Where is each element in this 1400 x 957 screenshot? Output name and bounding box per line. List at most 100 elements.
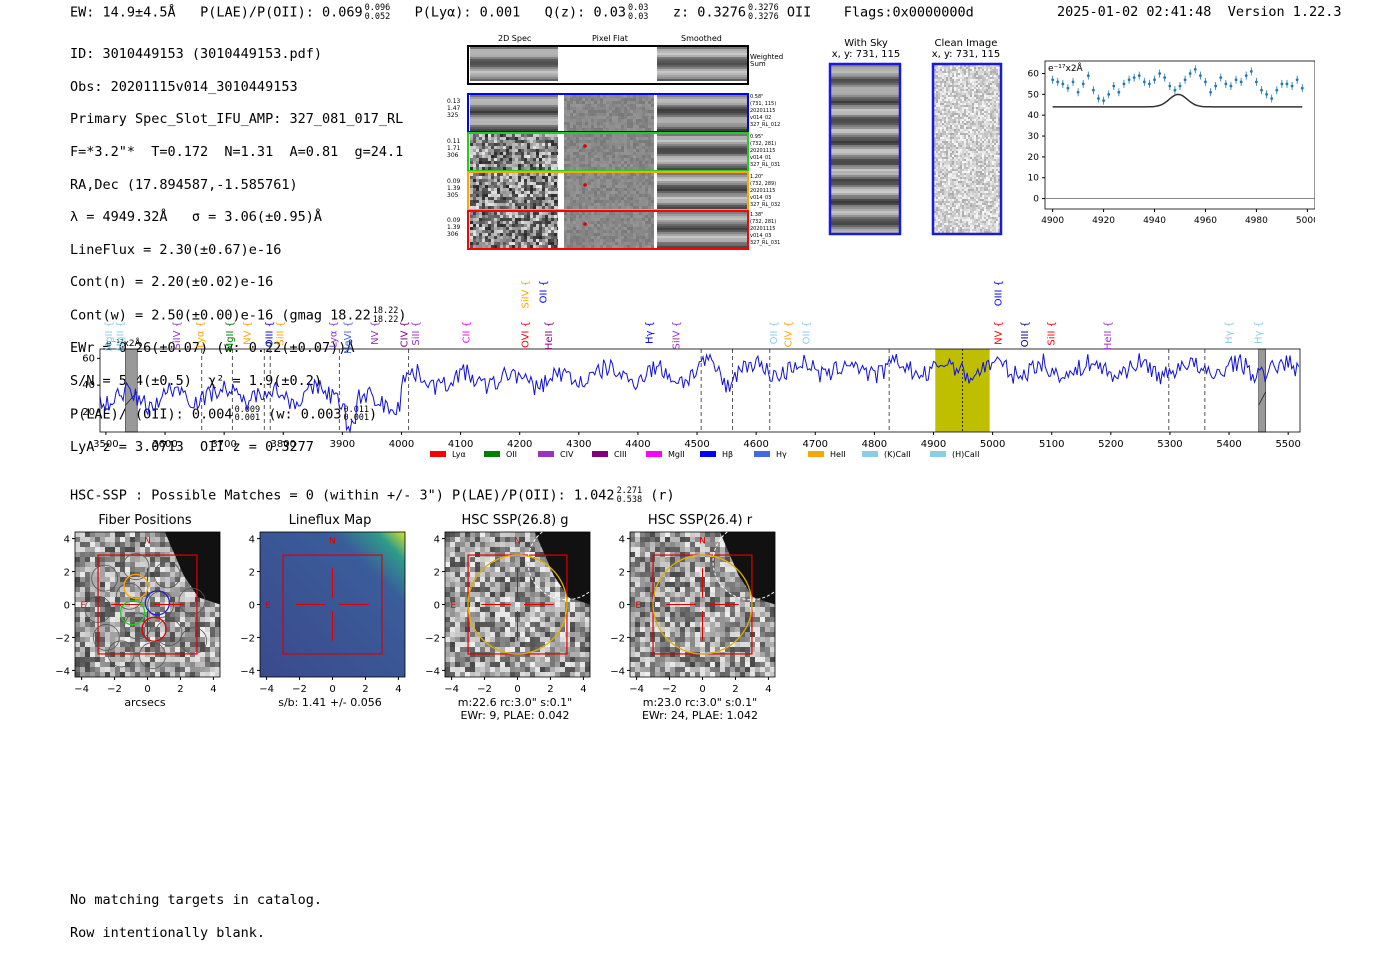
hsc-xtick-label: −4 [629,684,644,695]
spec-xtick-label: 5300 [1157,439,1182,450]
hsc-xtick-label: 4 [580,684,586,695]
info-params: F=*3.2"* T=0.172 N=1.31 A=0.81 g=24.1 [70,144,406,160]
row-smoothed [657,134,747,170]
line-label: MgII { [225,321,236,351]
line-label: Lyα { [195,321,206,348]
legend-swatch [754,451,770,457]
spec-xtick-label: 4900 [921,439,946,450]
info-lambda: λ = 4949.32Å σ = 3.06(±0.95)Å [70,209,406,225]
hsc-summary-text: HSC-SSP : Possible Matches = 0 (within +… [70,488,615,504]
row2-right: 0.95" (732, 281) 20201115 v014_01 327_RL… [750,134,780,169]
spec-xtick-label: 4400 [625,439,650,450]
line-label: SiIV { [172,321,183,349]
legend-label: CIV [560,450,574,459]
north-label: N [329,537,336,547]
hsc-panels: Fiber Positions Lineflux Map HSC SSP(26.… [50,510,810,725]
east-label: E [635,601,641,611]
zoom-point [1051,78,1054,81]
spec-xtick-label: 4200 [507,439,532,450]
hsc-ytick-label: 2 [434,568,440,579]
hsc-xtick-label: 2 [362,684,368,695]
hsc-lo: 0.538 [617,496,643,505]
hsc-ytick-label: 2 [249,568,255,579]
hsc-ytick-label: −2 [55,633,70,644]
zoom-point [1199,74,1202,77]
hsc-ytick-label: 0 [619,601,625,612]
zoom-point [1061,83,1064,86]
zoom-xtick-label: 4940 [1143,216,1166,226]
lineflux-map [260,532,405,677]
hsc-ytick-label: −4 [240,666,255,677]
hsc-ytick-label: −4 [610,666,625,677]
zoom-ytick-label: 20 [1028,153,1040,163]
zoom-xtick-label: 4980 [1245,216,1268,226]
row1-left: 0.13 1.47 325 [447,98,460,119]
zoom-point [1209,91,1212,94]
zoom-ytick-label: 50 [1028,90,1040,100]
zoom-ytick-label: 10 [1028,174,1040,184]
spec-ytick-label: 20 [82,407,95,418]
zoom-point [1112,85,1115,88]
legend-label: Hγ [776,450,787,459]
spec-xtick-label: 4100 [448,439,473,450]
legend-swatch [862,451,878,457]
hsc-end: (r) [650,488,674,504]
z-line: OII [787,5,811,21]
zoom-point [1067,87,1070,90]
weighted-2dspec [470,47,558,81]
hsc-ytick-label: −4 [55,666,70,677]
spec-ytick-label: 60 [82,353,95,364]
row3-right: 1.20" (732, 289) 20201115 v014_03 327_RL… [750,174,780,209]
hsc-ytick-label: 4 [249,535,255,546]
hsc-ytick-label: 4 [434,535,440,546]
zoom-point [1163,76,1166,79]
zoom-point [1138,74,1141,77]
legend-swatch [592,451,608,457]
z-value: z: 0.3276 [673,5,746,21]
hsc-xtick-label: 0 [514,684,520,695]
zoom-point [1280,83,1283,86]
upper-line-label: SiIV { [521,280,532,308]
hsc-xtick-label: −2 [662,684,677,695]
panel2-title: Lineflux Map [265,513,395,528]
clean-xy: x, y: 731, 115 [930,49,1002,60]
east-label: E [450,601,456,611]
hsc-xtick-label: 2 [547,684,553,695]
zoom-point [1214,85,1217,88]
info-primary: Primary Spec_Slot_IFU_AMP: 327_081_017_R… [70,111,406,127]
zoom-xtick-label: 4920 [1092,216,1115,226]
hsc-ytick-label: 0 [64,601,70,612]
zoom-point [1230,85,1233,88]
panel1-cap: arcsecs [80,696,210,709]
qz-value: Q(z): 0.03 [545,5,626,21]
legend-label: CIII [614,450,627,459]
zoom-point [1087,74,1090,77]
zoom-point [1107,93,1110,96]
line-label: SiIV { [671,321,682,349]
qz-lo: 0.03 [628,13,648,22]
east-label: E [265,601,271,611]
row-pixelflat [564,95,654,131]
sky-images [828,62,1004,238]
clean-label: Clean Image [930,38,1002,49]
spec-xtick-label: 3700 [211,439,236,450]
line-label: MgII { [116,321,127,351]
zoom-point [1240,80,1243,83]
line-label: OII { [801,321,812,344]
hsc-ytick-label: 2 [619,568,625,579]
spec-xtick-label: 5200 [1098,439,1123,450]
hsc-xtick-label: 2 [177,684,183,695]
line-label: CIV { [399,321,410,347]
info-obs: Obs: 20201115v014_3010449153 [70,79,406,95]
info-id: ID: 3010449153 (3010449153.pdf) [70,46,406,62]
row1-right: 0.58" (731, 115) 20201115 v014_02 327_RL… [750,94,780,129]
spec-ytick-label: 40 [82,380,95,391]
zoom-point [1184,78,1187,81]
